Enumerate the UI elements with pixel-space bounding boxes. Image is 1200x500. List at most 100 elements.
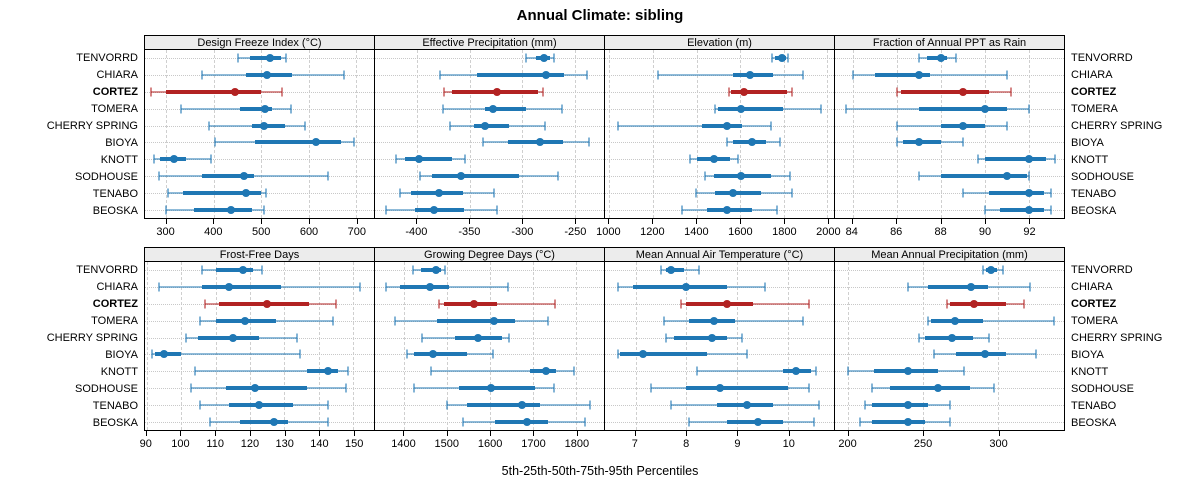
bar-25th-75th [405, 157, 452, 162]
whisker-cap [482, 137, 485, 147]
whisker-cap [771, 53, 774, 63]
station-label-column: TENVORRD CHIARA CORTEZ TOMERA CHERRY SPRING B… [0, 50, 144, 219]
station-label: CORTEZ [1071, 298, 1117, 311]
bar-25th-75th [202, 174, 254, 178]
whisker-cap [895, 87, 898, 97]
whisker-cap [807, 383, 810, 393]
whisker-cap [917, 171, 920, 181]
whisker-cap [802, 316, 805, 326]
whisker-cap [728, 87, 731, 97]
median-dot [736, 172, 745, 180]
median-dot [159, 350, 168, 359]
whisker-cap [1005, 121, 1008, 131]
station-labels-left-bottom: TENVORRD CHIARA CORTEZ TOMERA CHERRY SPRING B… [0, 247, 144, 431]
gridline-horizontal [835, 192, 1064, 194]
panel-design-freeze-index: Design Freeze Index (°C) 300 400 500 600 700 [144, 35, 375, 243]
gridline-vertical [447, 262, 449, 430]
whisker-cap [775, 205, 778, 215]
axis-tick-label: -350 [458, 226, 481, 238]
whisker-cap [525, 53, 528, 63]
whisker-cap [446, 400, 449, 410]
median-dot [169, 155, 178, 164]
bar-25th-75th [239, 106, 273, 111]
axis-tick-mark [923, 431, 925, 436]
whisker-cap [588, 137, 591, 147]
whisker-cap [298, 349, 301, 359]
bar-25th-75th [731, 90, 788, 94]
gridline-vertical [490, 262, 492, 430]
station-label: TENABO [1071, 399, 1117, 412]
panel-elevation: Elevation (m) 1000 1200 1400 1600 1800 2000 [596, 35, 841, 243]
station-label: CHIARA [1071, 69, 1113, 82]
axis-tick-label: 10 [782, 438, 795, 450]
gridline-vertical [696, 50, 698, 218]
whisker-cap [649, 383, 652, 393]
whisker-cap [335, 299, 338, 309]
axis-tick-mark [686, 431, 688, 436]
gridline-vertical [469, 50, 471, 218]
station-label: TOMERA [1071, 103, 1118, 116]
whisker-cap [817, 400, 820, 410]
bar-25th-75th [198, 335, 259, 340]
gridline-horizontal [605, 92, 834, 93]
gridline-vertical [215, 262, 217, 430]
panel-plot-area [374, 50, 605, 219]
axis-tick-mark [847, 431, 849, 436]
station-label: CHIARA [96, 69, 138, 82]
axis-tick-mark [356, 219, 358, 224]
median-dot [227, 205, 236, 214]
whisker-cap [741, 333, 744, 343]
whisker-cap [208, 121, 211, 131]
whisker-cap [789, 171, 792, 181]
whisker-cap [1001, 265, 1004, 275]
panel-mean-annual-precipitation: Mean Annual Precipitation (mm) 200 250 300 [834, 247, 1065, 455]
station-label: TENABO [1071, 187, 1117, 200]
median-dot [492, 88, 501, 96]
station-label: TENVORRD [1071, 264, 1133, 277]
bar-25th-75th [984, 157, 1047, 162]
axis-tick-label: 86 [890, 226, 903, 238]
whisker-cap [725, 137, 728, 147]
median-dot [415, 155, 424, 164]
axis-tick-label: -400 [405, 226, 428, 238]
bar-25th-75th [686, 386, 789, 390]
whisker-cap [1027, 171, 1030, 181]
median-dot [474, 333, 483, 342]
whisker-cap [149, 87, 152, 97]
whisker-cap [190, 383, 193, 393]
whisker-cap [209, 417, 212, 427]
whisker-cap [200, 70, 203, 80]
whisker-cap [907, 282, 910, 292]
axis-tick-mark [784, 219, 786, 224]
station-label: KNOTT [100, 153, 138, 166]
station-label: CORTEZ [1071, 86, 1117, 99]
whisker-cap [962, 366, 965, 376]
median-dot [723, 300, 732, 308]
whisker-cap [770, 121, 773, 131]
gridline-vertical [783, 50, 785, 218]
whisker-cap [807, 299, 810, 309]
median-dot [715, 384, 724, 392]
panel-plot-area [834, 262, 1065, 431]
x-axis-label: 5th-25th-50th-75th-95th Percentiles [501, 464, 699, 478]
median-dot [488, 104, 497, 113]
gridline-vertical [355, 50, 357, 218]
axis-tick-mark [608, 219, 610, 224]
gridline-horizontal [375, 58, 604, 60]
whisker-cap [544, 121, 547, 131]
axis-tick-mark [788, 431, 790, 436]
gridline-horizontal [605, 142, 834, 144]
whisker-cap [326, 417, 329, 427]
median-dot [967, 283, 976, 292]
axis-tick-mark [652, 219, 654, 224]
median-dot [481, 121, 490, 130]
whisker-cap [556, 171, 559, 181]
median-dot [262, 71, 271, 80]
axis-tick-mark [737, 431, 739, 436]
whisker-cap [326, 171, 329, 181]
whisker-cap [746, 349, 749, 359]
axis-tick-mark [403, 431, 405, 436]
axis-tick-label: 90 [139, 438, 152, 450]
gridline-vertical [261, 50, 263, 218]
bar-25th-75th [476, 73, 565, 78]
